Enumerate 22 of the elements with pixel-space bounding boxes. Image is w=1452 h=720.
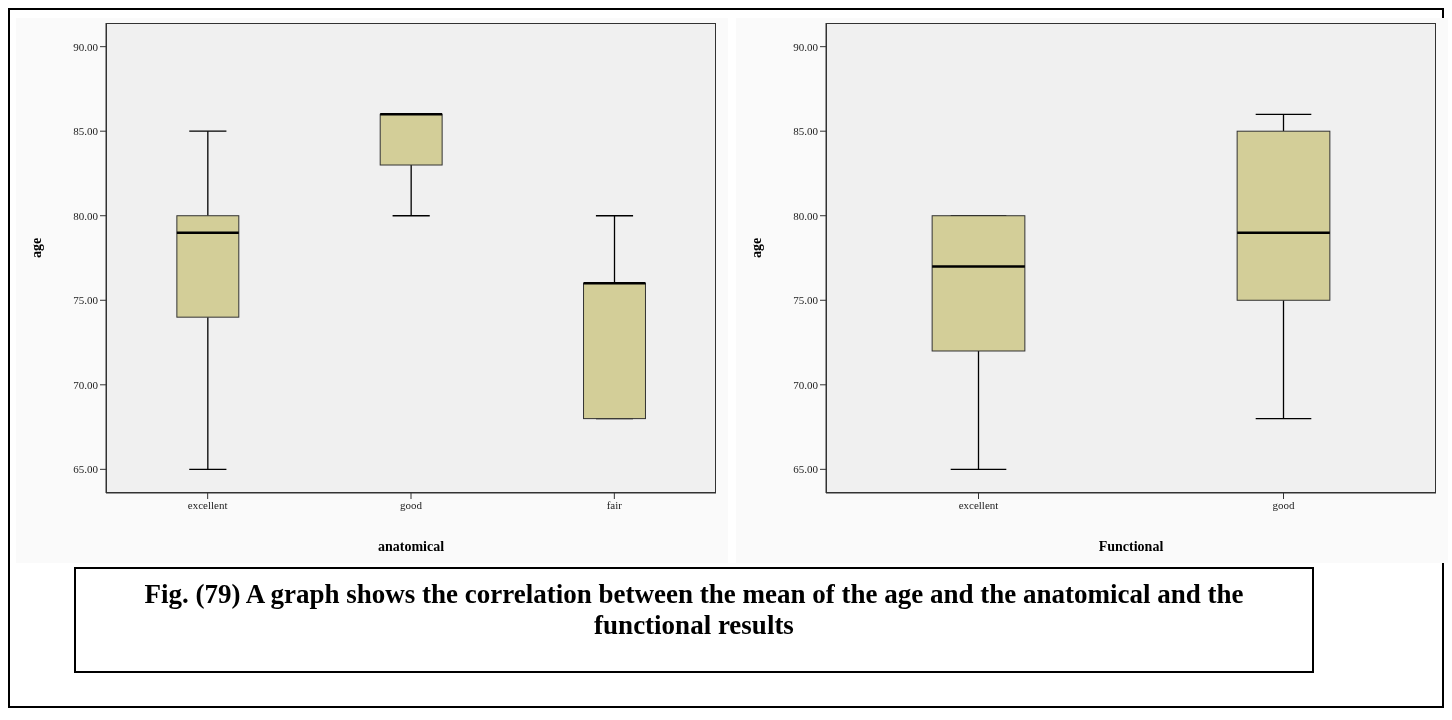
- x-tick-label: excellent: [958, 498, 999, 511]
- y-tick-label: 80.00: [73, 209, 99, 222]
- y-axis-title: age: [748, 237, 764, 258]
- x-axis-title: Functional: [1098, 539, 1164, 554]
- text: Fig. (79) A graph shows the correlation between the mean of the age and the anatomical and the functional results: [74, 567, 1314, 673]
- y-tick-label: 80.00: [793, 209, 819, 222]
- x-tick-label: excellent: [187, 498, 228, 511]
- y-tick-label: 85.00: [793, 125, 819, 138]
- y-tick-label: 85.00: [73, 125, 99, 138]
- y-tick-label: 65.00: [793, 463, 819, 476]
- y-tick-label: 75.00: [793, 294, 819, 307]
- y-tick-label: 65.00: [73, 463, 99, 476]
- y-tick-label: 70.00: [793, 378, 819, 391]
- y-tick-label: 90.00: [793, 40, 819, 53]
- y-tick-label: 70.00: [73, 378, 99, 391]
- x-tick-label: good: [1272, 498, 1295, 511]
- x-tick-label: good: [400, 498, 423, 511]
- x-tick-label: fair: [606, 498, 623, 511]
- y-tick-label: 75.00: [73, 294, 99, 307]
- x-axis-title: anatomical: [377, 539, 445, 554]
- y-tick-label: 90.00: [73, 40, 99, 53]
- y-axis-title: age: [28, 237, 44, 258]
